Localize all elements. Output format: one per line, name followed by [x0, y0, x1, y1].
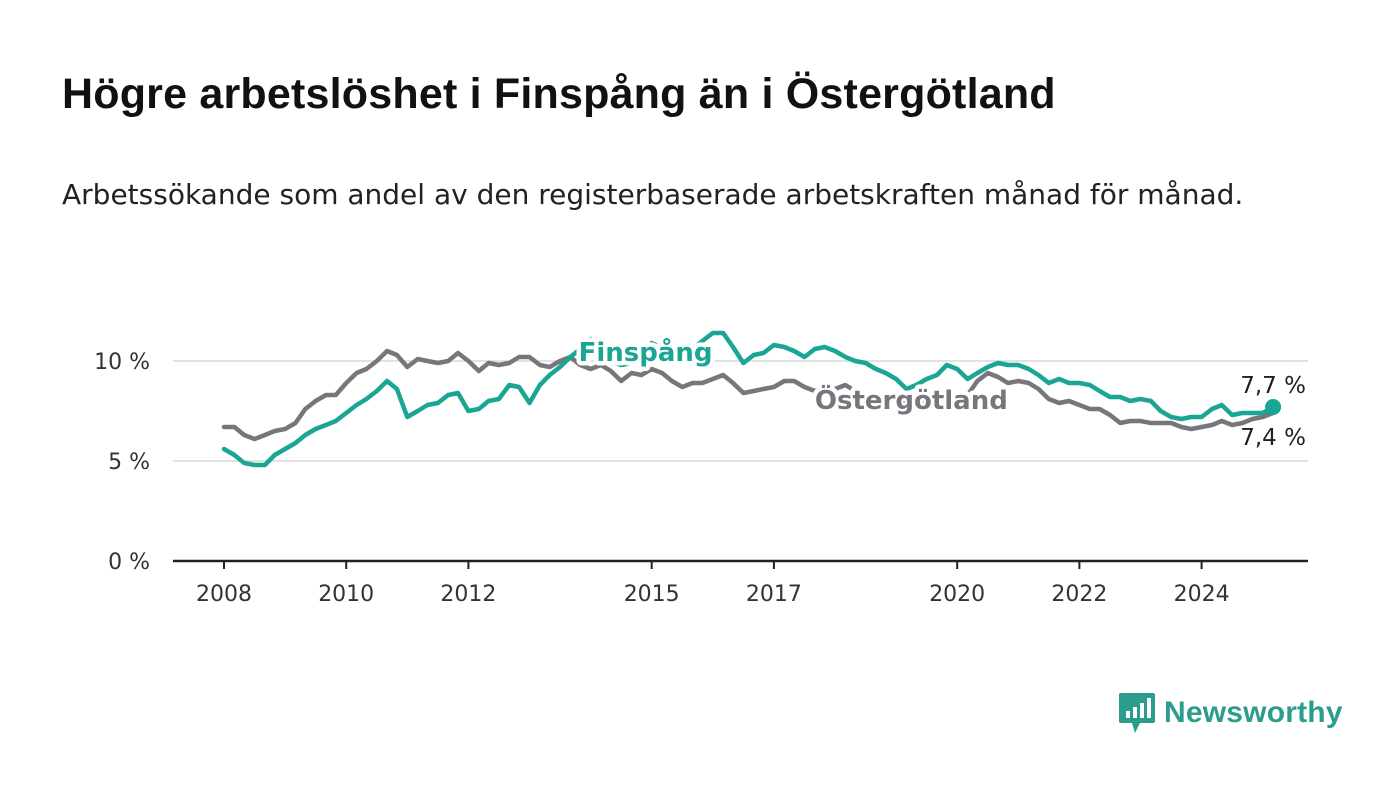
x-tick-label: 2022 [1051, 582, 1107, 607]
finspang-end-label: 7,7 % [1240, 373, 1306, 399]
x-tick-label: 2008 [196, 582, 252, 607]
series-labels: 7,7 %7,4 %FinspångFinspångÖstergötlandÖs… [574, 332, 1306, 452]
y-axis-ticks: 0 % 5 % 10 % [94, 350, 150, 575]
x-axis-ticks: 2008 2010 2012 2015 2017 2020 2022 2024 [196, 561, 1230, 607]
y-tick-label: 5 % [108, 450, 150, 475]
newsworthy-logo: Newsworthy [1118, 690, 1343, 736]
x-tick-label: 2012 [440, 582, 496, 607]
brand-name: Newsworthy [1164, 696, 1343, 729]
x-tick-label: 2015 [624, 582, 680, 607]
series-label-halo: Östergötland [815, 383, 1008, 416]
y-tick-label: 10 % [94, 350, 150, 375]
x-tick-label: 2020 [929, 582, 985, 607]
finspang-end-point [1265, 399, 1282, 415]
x-tick-label: 2024 [1174, 582, 1230, 607]
y-tick-label: 0 % [108, 550, 150, 575]
series-label-finspang: Finspång [579, 336, 713, 368]
bar-chart-speech-bubble-icon [1119, 693, 1155, 733]
series-line-ostergotland [221, 348, 1276, 442]
ostergotland-end-label: 7,4 % [1240, 425, 1306, 451]
line-chart: 0 %5 %10 % 2008 2010 2012 2015 2017 2020 2022 2… [94, 330, 1308, 607]
x-tick-label: 2017 [746, 582, 802, 607]
series-lines [221, 330, 1282, 468]
x-tick-label: 2010 [318, 582, 374, 607]
series-label-ostergotland: Östergötland [815, 383, 1008, 416]
chart-subtitle: Arbetssökande som andel av den registerb… [62, 178, 1244, 211]
series-line-finspang [221, 330, 1276, 468]
chart-title: Högre arbetslöshet i Finspång än i Öster… [62, 70, 1056, 118]
series-label-halo: Finspång [579, 336, 713, 368]
